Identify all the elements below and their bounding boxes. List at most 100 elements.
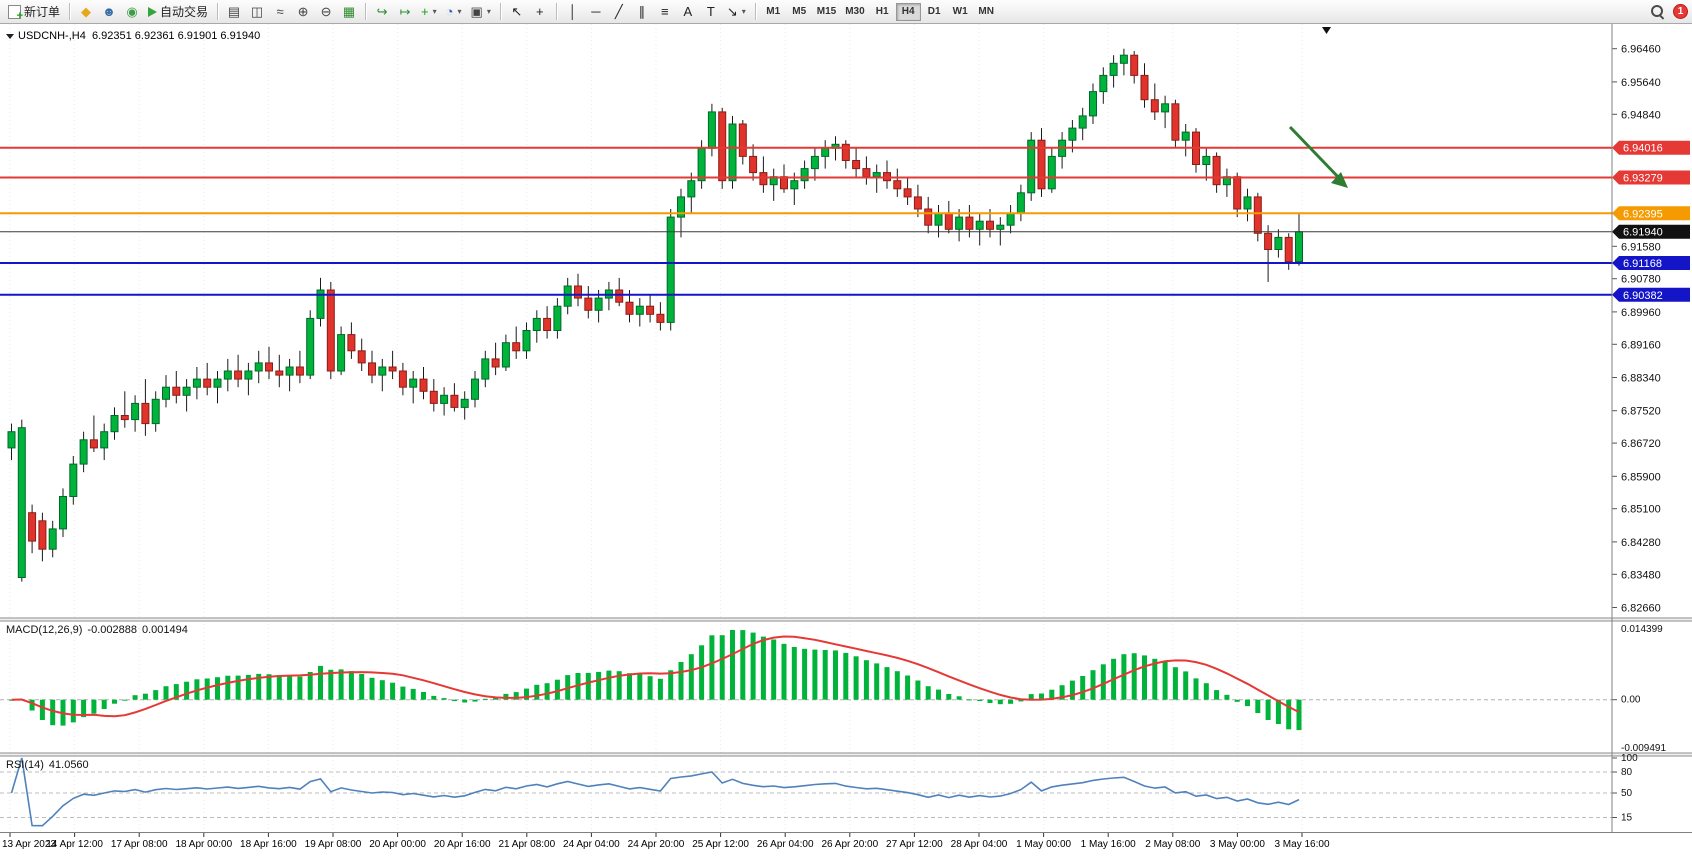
- timeframe-button-w1[interactable]: W1: [948, 3, 973, 21]
- user-button[interactable]: ☻: [98, 2, 120, 22]
- channel-icon: ∥: [638, 4, 646, 19]
- line-chart-button[interactable]: ≈: [269, 2, 291, 22]
- chart-menu-caret-icon[interactable]: [6, 33, 14, 39]
- autotrading-label: 自动交易: [160, 5, 209, 19]
- trendline-icon: ╱: [614, 4, 623, 19]
- svg-text:19 Apr 08:00: 19 Apr 08:00: [305, 839, 362, 850]
- metaeditor-button[interactable]: ◆: [75, 2, 97, 22]
- toolbar-separator: [69, 3, 71, 20]
- svg-text:6.94840: 6.94840: [1621, 109, 1661, 121]
- toolbar-separator: [217, 3, 219, 20]
- bar-chart-button[interactable]: ▤: [223, 2, 245, 22]
- user-icon: ☻: [102, 4, 116, 19]
- svg-text:6.88340: 6.88340: [1621, 373, 1661, 385]
- svg-text:13 Apr 2023: 13 Apr 2023: [2, 839, 56, 850]
- svg-text:0.014399: 0.014399: [1621, 624, 1663, 635]
- autotrading-button[interactable]: 自动交易: [144, 2, 212, 22]
- timeframe-button-m5[interactable]: M5: [787, 3, 812, 21]
- search-icon[interactable]: [1650, 4, 1665, 19]
- time-grid: [9, 24, 1303, 832]
- dropdown-caret-icon[interactable]: ▾: [457, 7, 462, 16]
- cursor-button[interactable]: ↖: [506, 2, 528, 22]
- label-button[interactable]: T: [700, 2, 722, 22]
- trend-arrow[interactable]: [1288, 125, 1348, 188]
- svg-text:6.91940: 6.91940: [1623, 227, 1663, 239]
- timeframe-button-m30[interactable]: M30: [841, 3, 868, 21]
- auto-scroll-icon: ↪: [376, 4, 388, 19]
- toolbar: 新订单 ◆☻◉ 自动交易 ▤◫≈⊕⊖▦ ↪↦+▾◔▾▣▾ ↖+ │─╱∥≡AT↘…: [0, 0, 1692, 24]
- timeframe-button-h4[interactable]: H4: [895, 2, 921, 21]
- indicators-button[interactable]: + ▾: [417, 2, 441, 22]
- svg-text:1 May 00:00: 1 May 00:00: [1016, 839, 1071, 850]
- rsi-panel: 100 80 50 15: [0, 753, 1638, 827]
- svg-text:3 May 16:00: 3 May 16:00: [1274, 839, 1329, 850]
- svg-text:6.89160: 6.89160: [1621, 339, 1661, 351]
- timeframe-button-h1[interactable]: H1: [870, 3, 895, 21]
- rsi-indicator-label: RSI(14) 41.0560: [6, 759, 94, 771]
- auto-scroll-button[interactable]: ↪: [371, 2, 393, 22]
- text-icon: A: [683, 4, 693, 19]
- metaeditor-icon: ◆: [81, 4, 92, 19]
- timeframe-button-d1[interactable]: D1: [922, 3, 947, 21]
- zoom-in-button[interactable]: ⊕: [292, 2, 314, 22]
- svg-text:100: 100: [1621, 753, 1638, 764]
- svg-text:6.89960: 6.89960: [1621, 307, 1661, 319]
- chart-title: USDCNH-,H4 6.92351 6.92361 6.91901 6.919…: [6, 30, 260, 42]
- svg-text:50: 50: [1621, 788, 1633, 799]
- svg-text:20 Apr 00:00: 20 Apr 00:00: [369, 839, 426, 850]
- zoom-out-button[interactable]: ⊖: [315, 2, 337, 22]
- timeframe-button-mn[interactable]: MN: [974, 3, 999, 21]
- templates-icon: ▣: [470, 4, 483, 19]
- vertical-line-button[interactable]: │: [562, 2, 584, 22]
- toolbar-group-services: ◆ ☻ ◉: [75, 2, 143, 22]
- svg-text:28 Apr 04:00: 28 Apr 04:00: [951, 839, 1008, 850]
- chart-shift-marker: [1322, 27, 1331, 34]
- svg-text:80: 80: [1621, 767, 1633, 778]
- chart-shift-button[interactable]: ↦: [394, 2, 416, 22]
- zoom-out-icon: ⊖: [320, 4, 332, 19]
- notification-badge[interactable]: 1: [1673, 4, 1688, 19]
- dropdown-caret-icon[interactable]: ▾: [741, 7, 746, 16]
- svg-text:6.91168: 6.91168: [1623, 258, 1662, 270]
- candlestick-chart-icon: ◫: [250, 4, 264, 19]
- fibonacci-icon: ≡: [661, 4, 669, 19]
- macd-panel: 0.014399 0.00 -0.009491: [0, 624, 1666, 754]
- dropdown-caret-icon[interactable]: ▾: [432, 7, 437, 16]
- horizontal-lines[interactable]: [0, 146, 1612, 296]
- svg-text:6.91580: 6.91580: [1621, 241, 1661, 253]
- new-order-label: 新订单: [24, 5, 61, 19]
- text-button[interactable]: A: [677, 2, 699, 22]
- new-order-button[interactable]: 新订单: [4, 2, 64, 22]
- svg-text:26 Apr 04:00: 26 Apr 04:00: [757, 839, 814, 850]
- svg-text:6.94016: 6.94016: [1623, 143, 1663, 155]
- toolbar-group-navigate: ↪ ↦ + ▾ ◔ ▾ ▣ ▾: [371, 2, 495, 22]
- svg-text:24 Apr 04:00: 24 Apr 04:00: [563, 839, 620, 850]
- svg-text:6.85900: 6.85900: [1621, 471, 1661, 483]
- crosshair-button[interactable]: +: [529, 2, 551, 22]
- arrows-button[interactable]: ↘ ▾: [723, 2, 750, 22]
- svg-text:20 Apr 16:00: 20 Apr 16:00: [434, 839, 491, 850]
- horizontal-line-button[interactable]: ─: [585, 2, 607, 22]
- timeframe-button-m15[interactable]: M15: [813, 3, 840, 21]
- dropdown-caret-icon[interactable]: ▾: [486, 7, 491, 16]
- indicators-icon: +: [421, 4, 429, 19]
- timeframe-button-m1[interactable]: M1: [761, 3, 786, 21]
- macd-main-value: -0.002888: [87, 624, 137, 636]
- trendline-button[interactable]: ╱: [608, 2, 630, 22]
- community-button[interactable]: ◉: [121, 2, 143, 22]
- channel-button[interactable]: ∥: [631, 2, 653, 22]
- fibonacci-button[interactable]: ≡: [654, 2, 676, 22]
- svg-text:6.90780: 6.90780: [1621, 274, 1661, 286]
- svg-text:15: 15: [1621, 813, 1633, 824]
- svg-text:21 Apr 08:00: 21 Apr 08:00: [498, 839, 555, 850]
- templates-button[interactable]: ▣ ▾: [467, 2, 495, 22]
- candlestick-chart-button[interactable]: ◫: [246, 2, 268, 22]
- macd-indicator-label: MACD(12,26,9) -0.002888 0.001494: [6, 624, 193, 636]
- horizontal-line-icon: ─: [591, 4, 601, 19]
- toolbar-group-chart-tools: ▤ ◫ ≈ ⊕ ⊖ ▦: [223, 2, 360, 22]
- clock-button[interactable]: ◔ ▾: [442, 2, 466, 22]
- autotrading-icon: [148, 6, 158, 17]
- tile-windows-button[interactable]: ▦: [338, 2, 360, 22]
